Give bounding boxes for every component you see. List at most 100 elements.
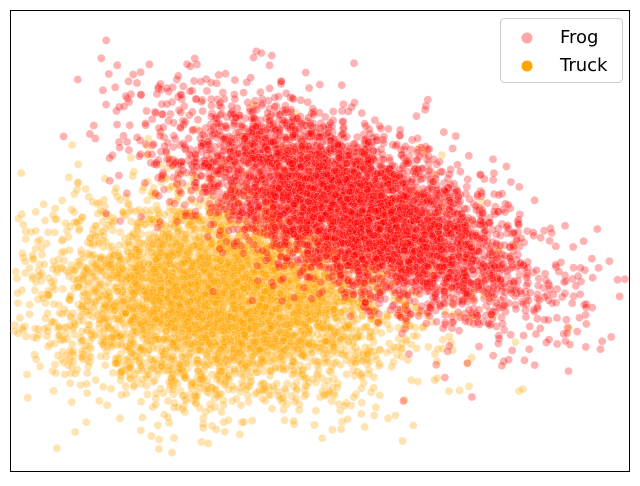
scatter-point bbox=[168, 272, 177, 281]
scatter-point bbox=[260, 286, 270, 296]
scatter-point bbox=[84, 192, 94, 202]
scatter-point bbox=[344, 219, 353, 228]
scatter-point bbox=[114, 248, 123, 258]
scatter-point bbox=[144, 370, 154, 380]
scatter-point bbox=[224, 371, 234, 380]
scatter-point bbox=[444, 332, 454, 341]
scatter-point bbox=[84, 289, 93, 299]
scatter-point bbox=[204, 359, 213, 369]
scatter-point bbox=[52, 443, 62, 453]
scatter-point bbox=[273, 274, 282, 283]
scatter-point bbox=[84, 326, 93, 335]
scatter-point bbox=[179, 283, 189, 292]
scatter-point bbox=[282, 320, 291, 329]
scatter-point bbox=[99, 195, 109, 205]
scatter-point bbox=[248, 359, 258, 368]
scatter-point bbox=[289, 283, 299, 293]
scatter-point bbox=[178, 391, 187, 401]
scatter-point bbox=[223, 360, 233, 369]
scatter-point bbox=[173, 227, 183, 236]
scatter-point bbox=[98, 382, 108, 392]
scatter-point bbox=[212, 375, 222, 384]
scatter-point bbox=[311, 252, 320, 261]
scatter-point bbox=[165, 235, 174, 244]
scatter-point bbox=[402, 336, 411, 346]
scatter-point bbox=[41, 298, 50, 308]
scatter-point bbox=[151, 400, 160, 410]
scatter-point bbox=[176, 241, 185, 250]
scatter-point bbox=[247, 316, 257, 325]
scatter-point bbox=[369, 411, 379, 420]
scatter-point bbox=[240, 297, 250, 306]
scatter-point bbox=[310, 420, 319, 430]
scatter-point bbox=[193, 258, 202, 267]
scatter-point bbox=[145, 217, 154, 226]
scatter-point bbox=[146, 326, 155, 336]
scatter-point bbox=[116, 376, 125, 385]
scatter-point bbox=[408, 421, 418, 430]
scatter-point bbox=[255, 301, 265, 310]
scatter-point bbox=[86, 234, 95, 243]
scatter-point bbox=[321, 308, 330, 317]
scatter-point bbox=[261, 338, 270, 348]
scatter-point bbox=[146, 238, 156, 248]
scatter-point bbox=[216, 234, 226, 244]
scatter-point bbox=[279, 366, 288, 375]
scatter-point bbox=[226, 312, 235, 321]
scatter-point bbox=[364, 365, 374, 375]
scatter-point bbox=[99, 231, 108, 240]
scatter-point bbox=[119, 366, 128, 375]
scatter-point bbox=[121, 289, 130, 299]
scatter-point bbox=[141, 268, 150, 277]
scatter-point bbox=[304, 378, 313, 387]
scatter-point bbox=[108, 368, 118, 378]
scatter-point bbox=[138, 413, 147, 422]
scatter-point bbox=[71, 369, 80, 378]
scatter-point bbox=[328, 425, 337, 435]
scatter-point bbox=[222, 268, 232, 278]
scatter-point bbox=[14, 329, 23, 338]
scatter-point bbox=[349, 392, 358, 402]
scatter-point bbox=[343, 415, 352, 424]
scatter-point bbox=[300, 386, 309, 395]
scatter-point bbox=[198, 269, 207, 279]
scatter-point bbox=[156, 311, 165, 321]
scatter-point bbox=[372, 355, 381, 365]
scatter-point bbox=[326, 324, 336, 334]
scatter-point bbox=[129, 167, 139, 177]
scatter-point bbox=[326, 307, 335, 316]
scatter-point bbox=[297, 334, 306, 343]
points-layer bbox=[10, 36, 630, 457]
scatter-point bbox=[167, 312, 176, 322]
scatter-point bbox=[161, 326, 171, 336]
scatter-point bbox=[25, 263, 34, 273]
scatter-point bbox=[186, 246, 196, 255]
scatter-point bbox=[327, 349, 336, 359]
scatter-point bbox=[368, 332, 377, 341]
scatter-point bbox=[173, 337, 182, 347]
scatter-point bbox=[129, 289, 139, 299]
scatter-point bbox=[243, 259, 253, 269]
scatter-point bbox=[57, 263, 66, 272]
scatter-point bbox=[119, 319, 128, 328]
scatter-point bbox=[198, 259, 208, 268]
scatter-point bbox=[143, 196, 152, 205]
scatter-point bbox=[210, 289, 219, 299]
scatter-point bbox=[268, 209, 277, 218]
scatter-point bbox=[222, 239, 231, 248]
scatter-point bbox=[76, 338, 86, 347]
scatter-point bbox=[290, 397, 300, 406]
scatter-point bbox=[288, 361, 297, 370]
scatter-point bbox=[264, 219, 274, 229]
scatter-point bbox=[97, 292, 107, 301]
scatter-point bbox=[344, 322, 354, 331]
scatter-point bbox=[267, 404, 277, 413]
scatter-point bbox=[170, 342, 180, 352]
scatter-point bbox=[212, 230, 221, 240]
scatter-point bbox=[294, 282, 304, 292]
scatter-point bbox=[158, 241, 167, 250]
scatter-point bbox=[31, 226, 41, 236]
scatter-point bbox=[98, 267, 107, 277]
scatter-point bbox=[238, 302, 248, 312]
